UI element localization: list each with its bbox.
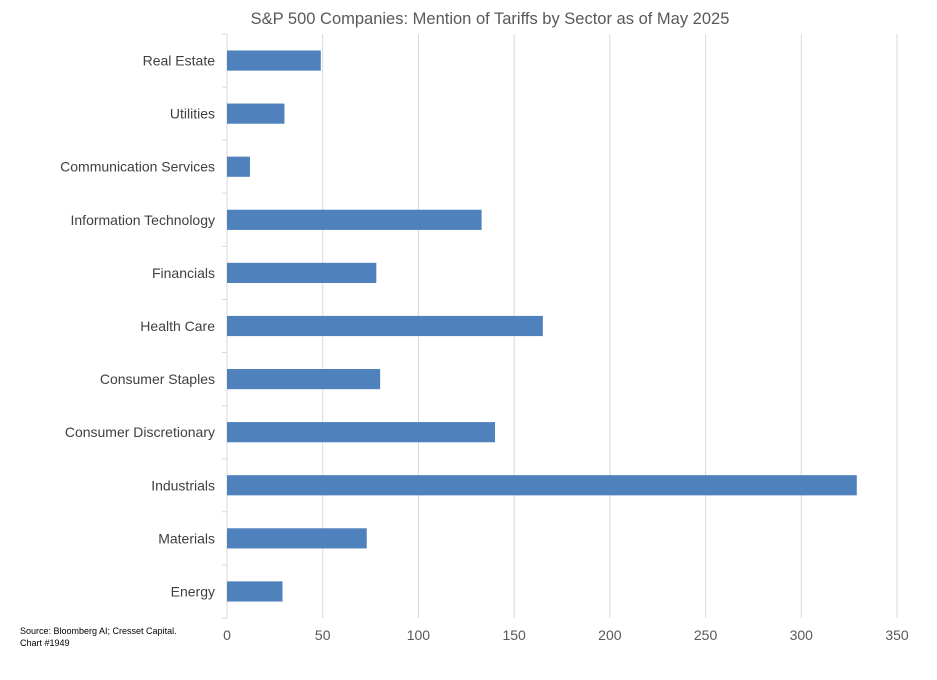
- bar-2: [227, 156, 250, 177]
- category-label-4: Financials: [152, 265, 215, 281]
- x-tick-label-4: 200: [598, 627, 622, 643]
- bar-8: [227, 475, 857, 496]
- bar-0: [227, 50, 321, 71]
- source-note: Source: Bloomberg AI; Cresset Capital.: [20, 626, 177, 636]
- category-label-9: Materials: [158, 530, 215, 546]
- category-label-5: Health Care: [140, 318, 215, 334]
- bar-10: [227, 581, 283, 602]
- bar-3: [227, 209, 482, 230]
- x-tick-label-0: 0: [223, 627, 231, 643]
- x-tick-label-6: 300: [790, 627, 814, 643]
- x-tick-label-3: 150: [502, 627, 526, 643]
- category-label-1: Utilities: [170, 106, 215, 122]
- category-label-7: Consumer Discretionary: [65, 424, 215, 440]
- bar-9: [227, 528, 367, 549]
- category-label-8: Industrials: [151, 477, 215, 493]
- x-tick-label-2: 100: [407, 627, 431, 643]
- bar-6: [227, 369, 381, 390]
- bar-7: [227, 422, 495, 443]
- category-label-0: Real Estate: [143, 53, 216, 69]
- category-label-10: Energy: [171, 583, 215, 599]
- bar-5: [227, 315, 543, 337]
- category-label-6: Consumer Staples: [100, 371, 215, 387]
- bar-4: [227, 262, 377, 283]
- x-tick-label-7: 350: [885, 627, 909, 643]
- x-tick-label-5: 250: [694, 627, 718, 643]
- category-label-3: Information Technology: [71, 212, 216, 228]
- chart-id-note: Chart #1949: [20, 638, 70, 648]
- bar-1: [227, 103, 285, 124]
- x-tick-label-1: 50: [315, 627, 331, 643]
- category-label-2: Communication Services: [60, 159, 215, 175]
- chart-title: S&P 500 Companies: Mention of Tariffs by…: [250, 10, 730, 28]
